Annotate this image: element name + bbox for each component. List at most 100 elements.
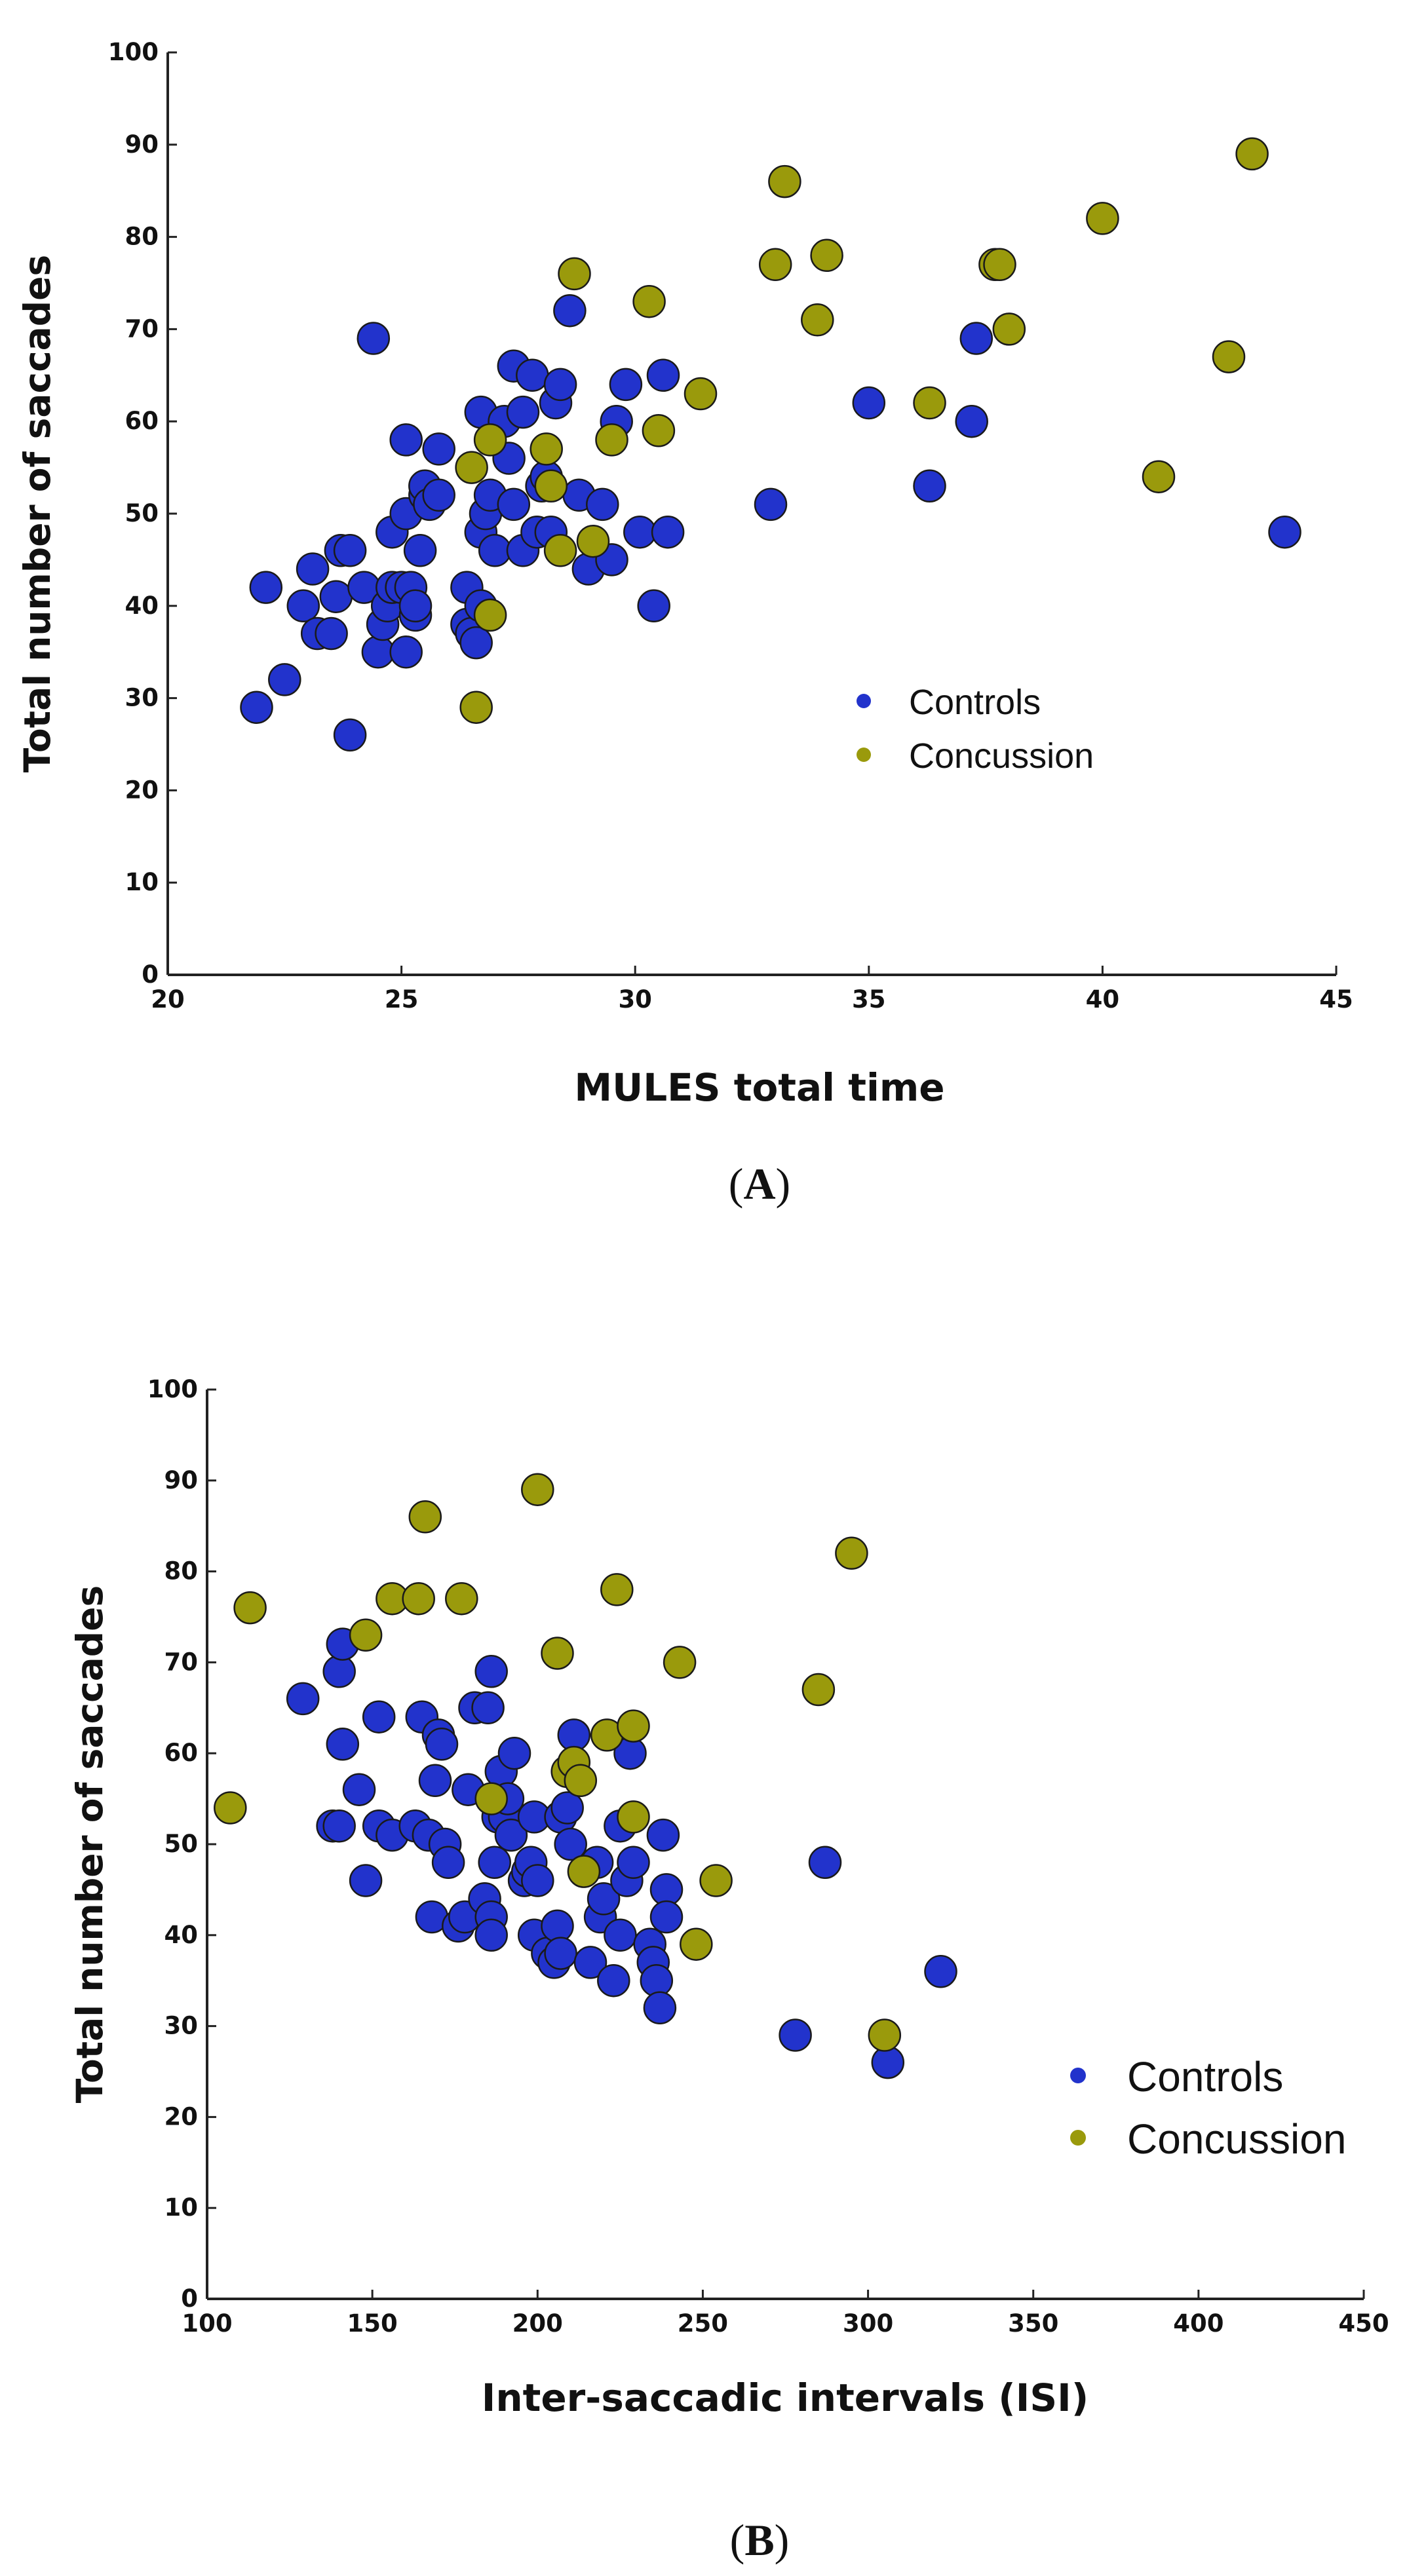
chart-b-point-concussion [600,1573,634,1606]
chart-a-point-controls [1268,515,1301,549]
chart-a-point-controls [553,294,587,328]
chart-a-point-concussion [642,414,676,447]
chart-a-point-controls [268,663,301,696]
chart-b-point-controls [286,1682,320,1716]
chart-b-point-concussion [564,1764,598,1798]
chart-a-point-controls [543,368,577,402]
chart-a-point-controls [361,635,395,669]
chart-a-point-controls [586,487,619,521]
chart-b-point-concussion [567,1855,601,1888]
chart-a-point-controls [651,515,685,549]
chart-b-point-controls [322,1655,356,1688]
chart-b-point-concussion [680,1927,713,1961]
chart-a-point-controls [389,635,423,669]
chart-b-point-concussion [402,1582,435,1616]
chart-b-point-controls [617,1846,650,1880]
chart-a-point-controls [422,432,455,466]
chart-b-point-controls [808,1846,842,1880]
chart-a-caption-letter: A [743,1159,775,1209]
chart-a-point-controls [955,404,988,438]
chart-a-point-concussion [801,303,834,337]
chart-a-point-controls [333,718,367,752]
chart-a-point-controls [637,589,670,623]
chart-a-point-controls [389,423,423,457]
chart-a-point-controls [315,616,348,651]
chart-b-point-concussion [214,1791,247,1825]
chart-a-point-concussion [1235,137,1269,171]
chart-b-xtick-label: 250 [678,2309,728,2338]
chart-b-xtick-label: 150 [347,2309,398,2338]
chart-a-ytick-label: 40 [125,592,159,620]
chart-b-xtick-label: 400 [1173,2309,1224,2338]
chart-b-point-concussion [868,2018,902,2052]
chart-a-point-concussion [473,598,507,632]
chart-a-xtick-label: 45 [1319,985,1353,1013]
chart-a-point-controls [459,626,493,660]
chart-a-xtick-label: 30 [618,985,652,1013]
chart-b-ytick-label: 10 [164,2193,199,2222]
chart-b-point-concussion [801,1673,836,1707]
chart-b-point-controls [550,1791,584,1825]
chart-b-point-concussion [474,1782,508,1815]
chart-a-point-concussion [543,534,577,567]
chart-a-point-concussion [768,164,801,199]
legend-a-controls-label: Controls [909,683,1041,722]
chart-b-point-concussion [541,1637,574,1670]
chart-a-point-concussion [534,469,568,503]
chart-a-point-concussion [473,423,507,457]
chart-b-point-controls [924,1955,957,1988]
chart-a-ticks: 0 10 20 30 40 50 60 70 80 90 100 20 25 30 35 40 45 [108,38,1353,1013]
chart-a-point-controls [333,534,367,567]
chart-b-point-controls [418,1764,452,1798]
chart-a-point-controls [249,571,283,604]
chart-b: 0 10 20 30 40 50 60 70 80 90 100 100 150 200 250 300 350… [69,1375,1389,2565]
legend-b-controls-marker [1070,2068,1086,2083]
legend-a-concussion-marker [857,748,871,762]
chart-b-point-controls [779,2018,812,2052]
chart-a-point-concussion [459,691,493,724]
chart-a-points [240,137,1301,752]
chart-b-xtick-label: 450 [1338,2309,1389,2338]
chart-a-caption: (A) [729,1159,790,1209]
chart-a-point-concussion [576,524,610,558]
chart-b-ytick-label: 40 [164,1921,199,1949]
chart-b-point-controls [471,1691,505,1725]
chart-a-point-controls [646,358,680,392]
chart-a-point-controls [959,322,993,355]
chart-a-point-controls [403,534,437,567]
chart-a-point-concussion [810,238,843,273]
chart-a-ytick-label: 100 [108,38,159,66]
chart-b-ytick-label: 20 [164,2102,199,2131]
chart-b-point-controls [649,1900,684,1934]
chart-b-point-controls [431,1846,465,1880]
chart-b-point-controls [362,1700,396,1733]
chart-b-point-controls [326,1728,360,1761]
chart-b-caption-letter: B [744,2515,774,2565]
chart-a-ytick-label: 0 [142,960,159,989]
chart-b-point-concussion [617,1800,650,1834]
legend-b-controls-label: Controls [1127,2053,1283,2100]
chart-a-ytick-label: 30 [125,684,159,712]
chart-a-point-controls [609,368,643,402]
chart-a-point-controls [286,589,320,623]
chart-b-point-concussion [835,1536,868,1570]
chart-b-point-controls [597,1963,630,1998]
chart-a-axes [166,52,1336,976]
chart-b-xlabel: Inter-saccadic intervals (ISI) [482,2376,1089,2420]
chart-a-ylabel: Total number of saccades [16,255,58,772]
chart-b-point-controls [871,2045,905,2079]
chart-b-point-controls [322,1809,356,1843]
chart-a-ytick-label: 80 [125,223,159,251]
chart-a-point-controls [506,395,540,429]
chart-b-ytick-label: 80 [164,1557,199,1585]
chart-b-point-concussion [233,1591,267,1625]
legend-b-concussion-label: Concussion [1127,2115,1346,2163]
chart-b-ytick-label: 30 [164,2012,199,2040]
chart-b-xtick-label: 200 [512,2309,563,2338]
chart-b-xtick-label: 100 [182,2309,232,2338]
legend-b-concussion-marker [1070,2130,1086,2146]
chart-b-point-concussion [663,1646,697,1679]
chart-a-xtick-label: 35 [852,985,886,1013]
chart-b-point-controls [521,1864,554,1897]
chart-b-point-controls [478,1846,511,1880]
